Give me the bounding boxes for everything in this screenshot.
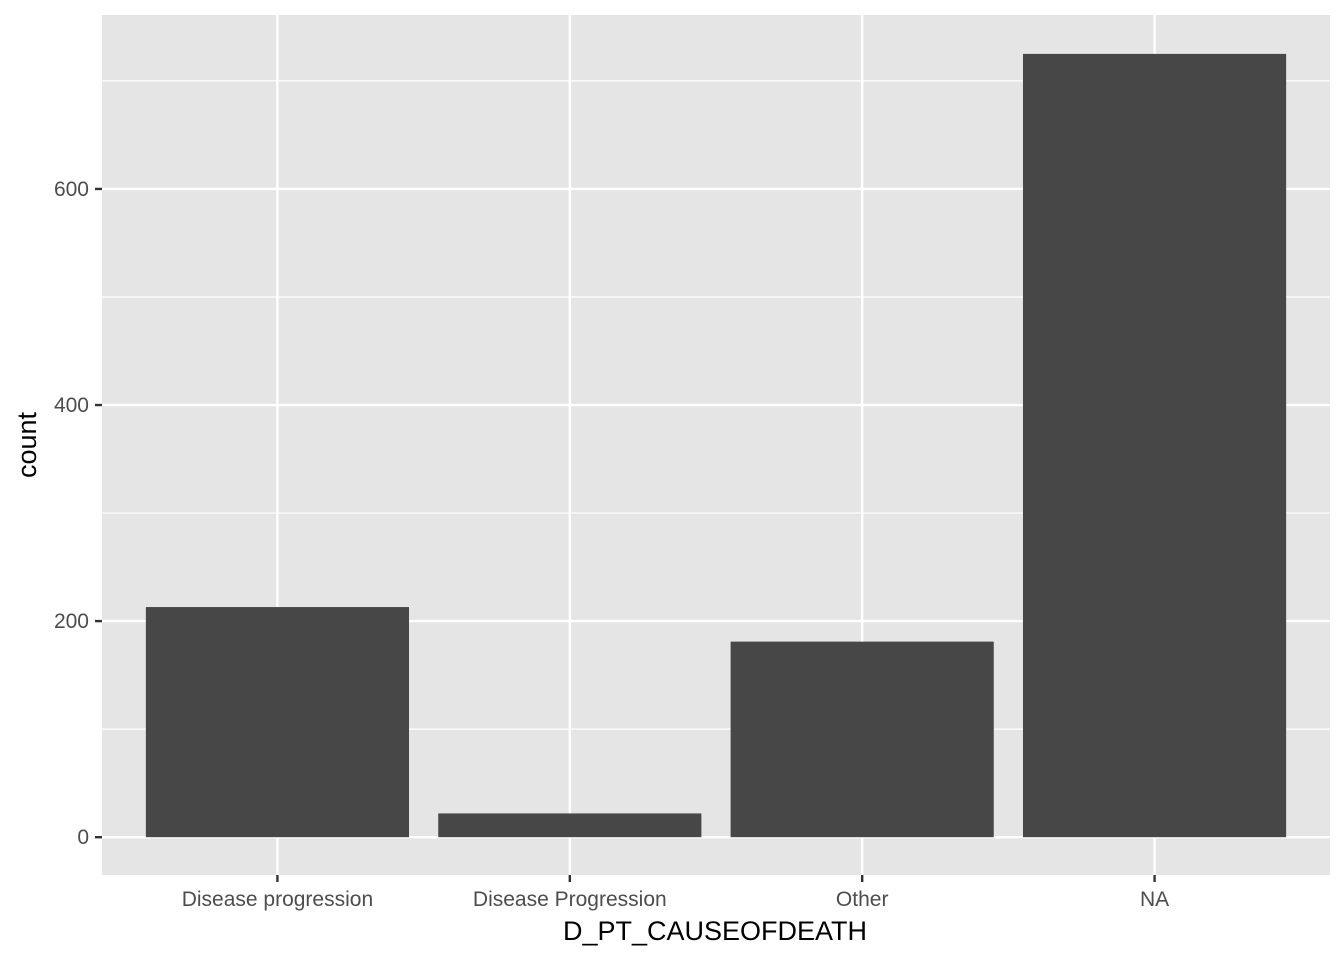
- x-axis: Disease progression Disease Progression Ot…: [182, 875, 1169, 911]
- x-tick-label: NA: [1140, 888, 1169, 911]
- bar: [145, 607, 409, 838]
- y-tick-label: 0: [77, 826, 89, 849]
- y-tick-label: 400: [54, 394, 89, 417]
- bar: [438, 813, 702, 838]
- x-axis-title: D_PT_CAUSEOFDEATH: [563, 916, 867, 946]
- bars: [145, 53, 1287, 838]
- x-tick-label: Disease Progression: [473, 888, 667, 911]
- y-axis-title: count: [12, 411, 42, 478]
- x-tick-label: Disease progression: [182, 888, 373, 911]
- y-tick-label: 200: [54, 610, 89, 633]
- y-tick-label: 600: [54, 178, 89, 201]
- bar: [730, 641, 994, 838]
- y-axis: 0 200 400 600: [54, 178, 102, 849]
- x-tick-label: Other: [836, 888, 889, 911]
- bar: [1023, 53, 1287, 838]
